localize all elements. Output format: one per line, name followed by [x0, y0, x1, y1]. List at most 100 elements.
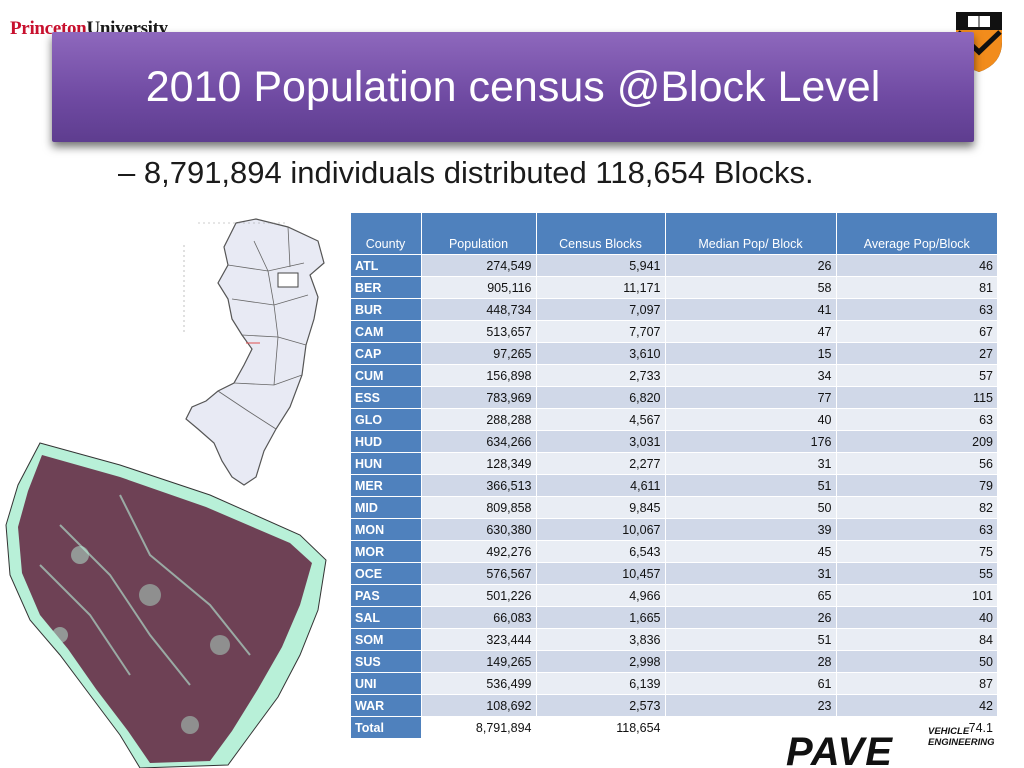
average-cell: 79 — [835, 474, 998, 497]
header-county: County — [350, 213, 422, 255]
blocks-cell: 6,139 — [535, 672, 666, 695]
table-row: SAL 66,083 1,665 26 40 — [350, 606, 998, 629]
average-cell: 101 — [835, 584, 998, 607]
table-row: WAR 108,692 2,573 23 42 — [350, 694, 998, 717]
average-cell: 209 — [835, 430, 998, 453]
table-row: MID 809,858 9,845 50 82 — [350, 496, 998, 519]
median-cell: 34 — [664, 364, 837, 387]
average-cell: 27 — [835, 342, 998, 365]
logo-line-2: ENGINEERING — [928, 737, 995, 748]
average-cell: 46 — [835, 254, 998, 277]
median-cell: 47 — [664, 320, 837, 343]
county-cell: CUM — [350, 364, 422, 387]
table-row: ESS 783,969 6,820 77 115 — [350, 386, 998, 409]
median-cell: 51 — [664, 474, 837, 497]
average-cell: 63 — [835, 408, 998, 431]
table-row: HUD 634,266 3,031 176 209 — [350, 430, 998, 453]
population-cell: 8,791,894 — [420, 716, 537, 739]
logo-line-1: VEHICLE — [928, 726, 970, 737]
blocks-cell: 2,733 — [535, 364, 666, 387]
blocks-cell: 10,457 — [535, 562, 666, 585]
county-cell: UNI — [350, 672, 422, 695]
table-row: CUM 156,898 2,733 34 57 — [350, 364, 998, 387]
population-cell: 128,349 — [420, 452, 537, 475]
population-cell: 156,898 — [420, 364, 537, 387]
median-cell: 23 — [664, 694, 837, 717]
county-cell: BUR — [350, 298, 422, 321]
population-cell: 809,858 — [420, 496, 537, 519]
blocks-cell: 2,277 — [535, 452, 666, 475]
logo-text: VEHICLE ENGINEERING — [928, 726, 995, 748]
population-cell: 576,567 — [420, 562, 537, 585]
logo-letters: PAVE — [786, 730, 893, 768]
blocks-cell: 4,611 — [535, 474, 666, 497]
table-row: ATL 274,549 5,941 26 46 — [350, 254, 998, 277]
median-cell: 45 — [664, 540, 837, 563]
county-cell: BER — [350, 276, 422, 299]
blocks-cell: 4,567 — [535, 408, 666, 431]
median-cell: 15 — [664, 342, 837, 365]
header-average-pop-block: Average Pop/Block — [836, 213, 998, 255]
table-total-row: Total 8,791,894 118,654 74.1 — [350, 716, 998, 739]
population-census-table: County Population Census Blocks Median P… — [350, 213, 998, 739]
median-cell: 40 — [664, 408, 837, 431]
median-cell: 26 — [664, 606, 837, 629]
population-cell: 108,692 — [420, 694, 537, 717]
county-cell: HUN — [350, 452, 422, 475]
average-cell: 81 — [835, 276, 998, 299]
blocks-cell: 1,665 — [535, 606, 666, 629]
population-cell: 97,265 — [420, 342, 537, 365]
county-cell: ESS — [350, 386, 422, 409]
header-population: Population — [421, 213, 537, 255]
blocks-cell: 10,067 — [535, 518, 666, 541]
median-cell: 41 — [664, 298, 837, 321]
population-cell: 274,549 — [420, 254, 537, 277]
population-cell: 492,276 — [420, 540, 537, 563]
blocks-cell: 3,610 — [535, 342, 666, 365]
population-cell: 288,288 — [420, 408, 537, 431]
median-cell: 31 — [664, 452, 837, 475]
average-cell: 63 — [835, 518, 998, 541]
median-cell: 39 — [664, 518, 837, 541]
county-cell: MON — [350, 518, 422, 541]
population-cell: 536,499 — [420, 672, 537, 695]
average-cell: 75 — [835, 540, 998, 563]
county-cell: Total — [350, 716, 422, 739]
table-row: BUR 448,734 7,097 41 63 — [350, 298, 998, 321]
header-median-pop-block: Median Pop/ Block — [665, 213, 837, 255]
blocks-cell: 3,836 — [535, 628, 666, 651]
nj-county-map-image — [183, 218, 325, 486]
median-cell: 28 — [664, 650, 837, 673]
table-row: HUN 128,349 2,277 31 56 — [350, 452, 998, 475]
population-cell: 513,657 — [420, 320, 537, 343]
table-row: GLO 288,288 4,567 40 63 — [350, 408, 998, 431]
average-cell: 40 — [835, 606, 998, 629]
county-cell: WAR — [350, 694, 422, 717]
median-cell: 58 — [664, 276, 837, 299]
county-cell: SAL — [350, 606, 422, 629]
average-cell: 63 — [835, 298, 998, 321]
table-row: BER 905,116 11,171 58 81 — [350, 276, 998, 299]
blocks-cell: 6,543 — [535, 540, 666, 563]
table-row: SUS 149,265 2,998 28 50 — [350, 650, 998, 673]
blocks-cell: 7,707 — [535, 320, 666, 343]
median-cell: 50 — [664, 496, 837, 519]
population-cell: 630,380 — [420, 518, 537, 541]
summary-bullet: – 8,791,894 individuals distributed 118,… — [118, 155, 814, 190]
population-cell: 149,265 — [420, 650, 537, 673]
slide-title: 2010 Population census @Block Level — [145, 62, 881, 111]
population-cell: 448,734 — [420, 298, 537, 321]
county-cell: SOM — [350, 628, 422, 651]
county-cell: CAM — [350, 320, 422, 343]
average-cell: 55 — [835, 562, 998, 585]
blocks-cell: 2,573 — [535, 694, 666, 717]
median-cell: 176 — [664, 430, 837, 453]
county-cell: MOR — [350, 540, 422, 563]
blocks-cell: 3,031 — [535, 430, 666, 453]
table-row: PAS 501,226 4,966 65 101 — [350, 584, 998, 607]
population-cell: 905,116 — [420, 276, 537, 299]
population-cell: 783,969 — [420, 386, 537, 409]
average-cell: 42 — [835, 694, 998, 717]
table-row: MER 366,513 4,611 51 79 — [350, 474, 998, 497]
population-dot-map-image — [5, 442, 327, 768]
